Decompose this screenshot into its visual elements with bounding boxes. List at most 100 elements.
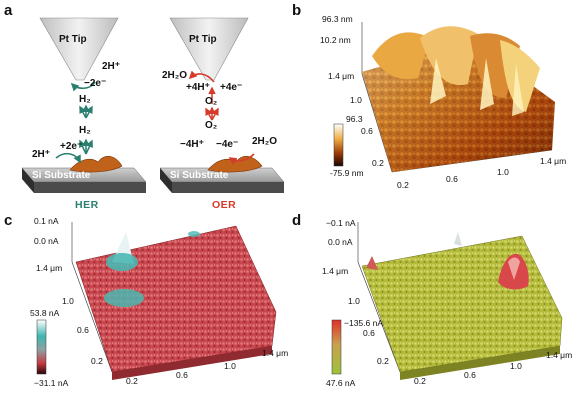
- panel-d-label: d: [292, 212, 302, 229]
- pt-tip-left-label: Pt Tip: [59, 34, 87, 45]
- panel-a-oer-schematic: [159, 17, 285, 193]
- substrate-right-label: Si Substrate: [170, 170, 229, 181]
- pt-tip-left: [39, 17, 119, 81]
- oer-2h2o-top: 2H₂O: [162, 70, 188, 81]
- panel-d-current-oer: [331, 222, 563, 380]
- oer-plus-4e: +4e⁻: [220, 82, 243, 93]
- panel-b-topography: [333, 22, 555, 173]
- oer-arrow-bottom-loop: [228, 153, 255, 165]
- her-arrow-bottom-loop: [55, 152, 81, 164]
- b-x-tick-0: 0.2: [397, 180, 409, 190]
- d-peak-3: [454, 232, 462, 246]
- d-colorbar: [331, 319, 342, 375]
- her-arrow-up-5: [79, 139, 87, 155]
- oer-plus-4h: +4H⁺: [186, 82, 210, 93]
- oer-o2-lower: O₂: [205, 120, 218, 131]
- d-y-axis: [357, 261, 401, 373]
- d-y-tick-2: 0.6: [363, 328, 375, 338]
- b-z-mid-label: 10.2 nm: [320, 35, 351, 45]
- panel-b-label: b: [292, 2, 302, 19]
- d-cbar-max-label: −135.6 nA: [344, 318, 383, 328]
- b-x-tick-3: 1.4 μm: [540, 156, 567, 166]
- pt-tip-right: [169, 17, 249, 81]
- panel-c-label: c: [4, 212, 13, 229]
- her-arrow-up-3: [85, 105, 93, 119]
- d-z-mid-label: 0.0 nA: [328, 237, 353, 247]
- sample-flake-left: [69, 155, 123, 173]
- si-substrate-right: [159, 167, 285, 193]
- c-cyan-patch-3: [188, 231, 200, 237]
- b-ridge-5: [430, 58, 446, 104]
- d-x-tick-0: 0.2: [414, 376, 426, 386]
- oer-2h2o-bottom: 2H₂O: [252, 136, 278, 147]
- c-cyan-patch-2: [104, 289, 144, 307]
- b-y-tick-3: 0.2: [372, 158, 384, 168]
- c-x-tick-3: 1.4 μm: [262, 348, 289, 358]
- c-cbar-min-label: −31.1 nA: [34, 378, 69, 388]
- oer-arrow-up-2: [205, 107, 213, 121]
- d-x-tick-3: 1.4 μm: [546, 350, 573, 360]
- her-arrow-tip-loop: [70, 81, 96, 92]
- her-minus-2e: −2e⁻: [84, 78, 107, 89]
- si-substrate-left: [21, 167, 147, 193]
- her-arrow-up-6: [85, 139, 93, 155]
- panel-a-label: a: [4, 2, 13, 19]
- b-ridge-6: [480, 58, 494, 110]
- c-y-tick-1: 1.0: [62, 296, 74, 306]
- c-z-top-label: 0.1 nA: [34, 216, 59, 226]
- c-cbar-max-label: 53.8 nA: [30, 308, 60, 318]
- b-y-axis: [361, 73, 393, 173]
- b-y-tick-1: 1.0: [350, 95, 362, 105]
- b-ridge-2: [420, 26, 478, 86]
- her-2h-bottom: 2H⁺: [32, 149, 51, 160]
- b-x-tick-2: 1.0: [497, 167, 509, 177]
- oer-o2-upper: O₂: [205, 96, 218, 107]
- b-y-tick-2: 0.6: [361, 126, 373, 136]
- b-y-tick-0: 1.4 μm: [328, 71, 355, 81]
- panel-c-current-her: [36, 222, 277, 380]
- her-h2-upper: H₂: [79, 94, 91, 105]
- her-h2-lower: H₂: [79, 125, 91, 136]
- c-y-tick-0: 1.4 μm: [36, 263, 63, 273]
- pt-tip-right-label: Pt Tip: [189, 34, 217, 45]
- d-z-top-label: −0.1 nA: [326, 218, 356, 228]
- panel-a-her-schematic: [21, 17, 147, 193]
- c-x-tick-2: 1.0: [224, 361, 236, 371]
- c-x-tick-1: 0.6: [176, 370, 188, 380]
- her-label: HER: [75, 199, 99, 211]
- c-colorbar: [36, 319, 47, 375]
- substrate-left-label: Si Substrate: [32, 170, 91, 181]
- c-surface-side: [112, 346, 272, 380]
- b-z-top-label: 96.3 nm: [322, 14, 353, 24]
- b-cbar-min-label: -75.9 nm: [330, 168, 364, 178]
- oer-arrow-tip-loop: [188, 70, 215, 83]
- c-y-tick-3: 0.2: [91, 356, 103, 366]
- d-surface-side: [400, 346, 560, 380]
- d-x-tick-2: 1.0: [510, 361, 522, 371]
- b-ridge-4: [500, 40, 540, 112]
- d-y-tick-0: 1.4 μm: [322, 266, 349, 276]
- d-peak-1-highlight: [508, 257, 520, 280]
- b-colorbar: [333, 123, 344, 167]
- oer-minus-4h: −4H⁺: [180, 139, 204, 150]
- d-peak-2: [366, 256, 378, 270]
- d-y-tick-3: 0.2: [377, 356, 389, 366]
- c-y-axis: [71, 261, 113, 373]
- oer-arrow-up-3: [211, 107, 219, 121]
- b-ridge-1: [372, 32, 430, 80]
- d-cbar-min-label: 47.6 nA: [326, 378, 356, 388]
- b-cbar-max-label: 96.3: [346, 114, 363, 124]
- c-cyan-patch-1: [106, 253, 138, 271]
- c-y-tick-2: 0.6: [77, 325, 89, 335]
- c-x-tick-0: 0.2: [126, 376, 138, 386]
- d-x-tick-1: 0.6: [464, 370, 476, 380]
- her-2h-top: 2H⁺: [102, 61, 121, 72]
- d-y-tick-1: 1.0: [348, 296, 360, 306]
- c-z-mid-label: 0.0 nA: [34, 236, 59, 246]
- b-ridge-7: [512, 64, 524, 116]
- her-arrow-up-2: [79, 105, 87, 119]
- b-x-tick-1: 0.6: [446, 174, 458, 184]
- her-plus-2e: +2e⁻: [60, 141, 83, 152]
- oer-label: OER: [212, 199, 237, 211]
